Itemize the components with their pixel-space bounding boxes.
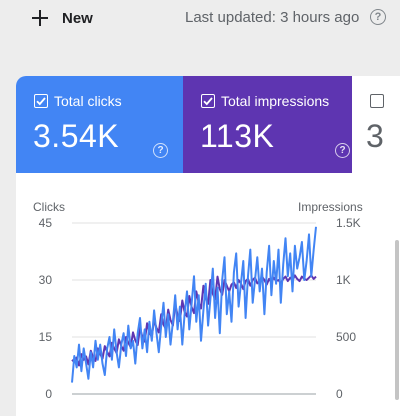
total-impressions-checkbox[interactable]	[201, 94, 215, 108]
third-metric-value: 3	[366, 118, 385, 154]
right-tick-label: 1K	[336, 273, 351, 287]
help-icon[interactable]: ?	[153, 143, 168, 158]
right-tick-label: 0	[336, 387, 343, 401]
clicks-series-line	[71, 226, 317, 383]
third-metric-checkbox[interactable]	[370, 94, 384, 108]
third-metric-tile[interactable]: 3	[352, 76, 400, 173]
help-icon[interactable]: ?	[335, 143, 350, 158]
total-clicks-tile[interactable]: Total clicks 3.54K ?	[16, 76, 183, 173]
left-tick-label: 45	[39, 216, 53, 230]
left-tick-label: 0	[45, 387, 52, 401]
performance-chart: Clicks Impressions 45 30 15 0 1.5K 1K 500 0	[16, 173, 400, 416]
left-tick-label: 15	[39, 330, 53, 344]
total-clicks-value: 3.54K	[33, 118, 120, 154]
right-axis-title: Impressions	[298, 200, 363, 214]
chart-svg: 45 30 15 0 1.5K 1K 500 0	[39, 216, 361, 401]
left-tick-label: 30	[39, 273, 53, 287]
total-impressions-tile[interactable]: Total impressions 113K ?	[183, 76, 352, 173]
check-icon	[36, 97, 46, 106]
performance-card: Total clicks 3.54K ? Total impressions 1…	[16, 76, 400, 416]
right-tick-label: 500	[336, 330, 356, 344]
left-axis-title: Clicks	[33, 200, 65, 214]
scrollbar[interactable]	[395, 240, 399, 400]
last-updated-text: Last updated: 3 hours ago	[185, 9, 360, 26]
plus-icon	[30, 8, 50, 28]
total-clicks-label: Total clicks	[54, 93, 122, 109]
check-icon	[203, 97, 213, 106]
total-impressions-label: Total impressions	[221, 93, 330, 109]
new-button[interactable]: New	[30, 6, 93, 30]
total-clicks-checkbox[interactable]	[34, 94, 48, 108]
toolbar: New Last updated: 3 hours ago ?	[0, 0, 400, 36]
help-icon[interactable]: ?	[370, 9, 386, 25]
total-impressions-value: 113K	[200, 118, 275, 154]
new-button-label: New	[62, 9, 93, 27]
right-tick-label: 1.5K	[336, 216, 361, 230]
